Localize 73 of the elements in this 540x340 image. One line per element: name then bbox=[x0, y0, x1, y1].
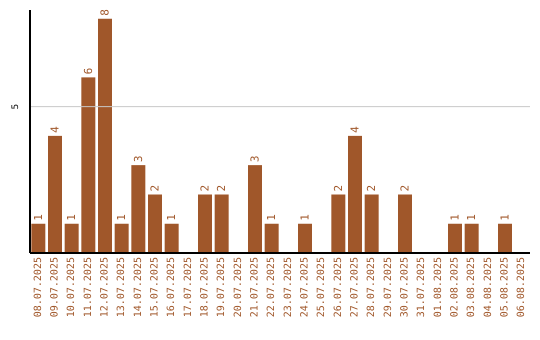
data-label: 4 bbox=[348, 126, 362, 133]
bar bbox=[264, 224, 279, 253]
bar bbox=[498, 224, 512, 253]
bar bbox=[248, 165, 262, 253]
x-tick-label: 09.07.2025 bbox=[50, 257, 60, 318]
bar bbox=[164, 224, 179, 253]
bar bbox=[64, 224, 79, 253]
bar bbox=[131, 165, 146, 253]
x-tick-label: 12.07.2025 bbox=[100, 257, 110, 318]
x-tick-label: 05.08.2025 bbox=[500, 257, 510, 318]
data-label: 1 bbox=[65, 214, 78, 221]
x-tick-label: 15.07.2025 bbox=[150, 257, 160, 318]
bar bbox=[98, 18, 112, 253]
x-tick-label: 02.08.2025 bbox=[450, 257, 460, 318]
data-label: 2 bbox=[332, 184, 345, 192]
x-tick-label: 30.07.2025 bbox=[400, 257, 410, 318]
data-label: 2 bbox=[215, 184, 228, 192]
x-tick-label: 10.07.2025 bbox=[66, 257, 78, 318]
data-label: 2 bbox=[148, 184, 162, 192]
data-label: 1 bbox=[298, 214, 312, 221]
data-label: 2 bbox=[198, 184, 212, 192]
data-label: 8 bbox=[98, 9, 112, 16]
x-tick-label: 06.08.2025 bbox=[516, 257, 528, 318]
x-tick-label: 29.07.2025 bbox=[382, 257, 394, 318]
x-tick-label: 08.07.2025 bbox=[32, 257, 44, 318]
data-label: 6 bbox=[82, 68, 95, 74]
x-tick-label: 13.07.2025 bbox=[116, 257, 128, 318]
data-label: 2 bbox=[398, 184, 412, 192]
bar bbox=[148, 194, 162, 253]
data-label: 4 bbox=[48, 126, 62, 133]
x-tick-label: 20.07.2025 bbox=[232, 257, 244, 318]
x-tick-label: 14.07.2025 bbox=[132, 257, 144, 318]
data-label: 1 bbox=[265, 214, 278, 221]
bar bbox=[464, 224, 479, 253]
bar bbox=[114, 224, 129, 253]
bar bbox=[398, 194, 412, 253]
x-tick-label: 17.07.2025 bbox=[182, 257, 194, 318]
bar bbox=[348, 136, 362, 253]
data-label: 1 bbox=[448, 214, 462, 221]
x-tick-label: 03.08.2025 bbox=[466, 257, 478, 318]
x-tick-label: 28.07.2025 bbox=[366, 257, 378, 318]
data-label: 1 bbox=[498, 214, 512, 221]
x-tick-label: 23.07.2025 bbox=[282, 257, 294, 318]
x-tick-label: 27.07.2025 bbox=[350, 257, 360, 318]
bar bbox=[48, 136, 62, 253]
data-label: 2 bbox=[365, 184, 378, 192]
bar bbox=[331, 194, 346, 253]
x-tick-label: 22.07.2025 bbox=[266, 257, 278, 318]
bar bbox=[31, 224, 46, 253]
y-tick-label: 5 bbox=[11, 104, 21, 110]
bar bbox=[298, 224, 312, 253]
x-tick-label: 04.08.2025 bbox=[482, 257, 494, 318]
bar bbox=[214, 194, 229, 253]
bar bbox=[448, 224, 462, 253]
x-tick-label: 11.07.2025 bbox=[82, 257, 94, 318]
bar bbox=[364, 194, 379, 253]
x-tick-label: 16.07.2025 bbox=[166, 257, 178, 318]
data-label: 1 bbox=[32, 214, 45, 221]
data-label: 1 bbox=[115, 214, 128, 221]
x-tick-label: 24.07.2025 bbox=[300, 257, 310, 318]
data-label: 1 bbox=[165, 214, 178, 221]
data-label: 3 bbox=[248, 156, 262, 162]
x-tick-label: 21.07.2025 bbox=[250, 257, 260, 318]
data-label: 1 bbox=[465, 214, 478, 221]
x-tick-label: 31.07.2025 bbox=[416, 257, 428, 318]
x-tick-label: 18.07.2025 bbox=[200, 257, 210, 318]
x-tick-label: 25.07.2025 bbox=[316, 257, 328, 318]
data-label: 3 bbox=[132, 156, 145, 162]
x-tick-label: 19.07.2025 bbox=[216, 257, 228, 318]
x-tick-label: 01.08.2025 bbox=[432, 257, 444, 318]
x-tick-label: 26.07.2025 bbox=[332, 257, 344, 318]
bar bbox=[81, 77, 96, 253]
bar bbox=[198, 194, 212, 253]
